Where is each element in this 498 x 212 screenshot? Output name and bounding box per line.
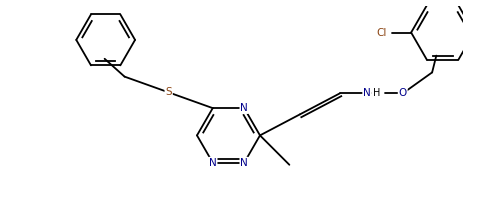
Text: H: H	[373, 88, 380, 98]
Text: N: N	[363, 88, 371, 98]
Text: N: N	[209, 158, 217, 168]
Text: Cl: Cl	[376, 28, 387, 38]
Text: O: O	[398, 88, 407, 98]
Text: N: N	[241, 158, 248, 168]
Text: N: N	[241, 103, 248, 113]
Text: S: S	[165, 87, 172, 97]
